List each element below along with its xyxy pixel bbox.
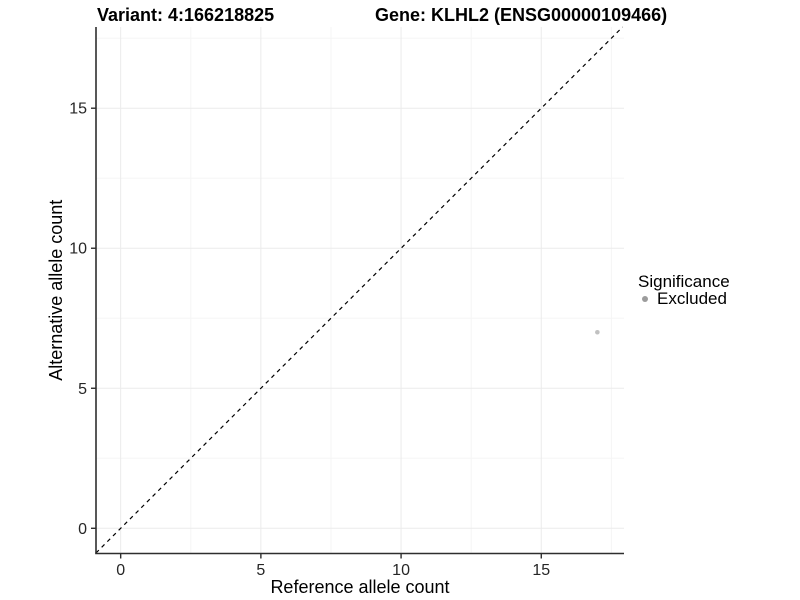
legend-title: Significance <box>638 272 730 291</box>
legend: Significance Excluded <box>638 272 730 308</box>
legend-item-label: Excluded <box>657 289 727 308</box>
legend-key <box>638 292 652 306</box>
plot-title-variant: Variant: 4:166218825 <box>97 5 275 25</box>
x-tick-label: 10 <box>392 562 410 579</box>
y-tick-label: 15 <box>69 101 87 118</box>
legend-item-excluded: Excluded <box>638 289 730 308</box>
point-icon <box>642 296 648 302</box>
data-point <box>595 329 600 335</box>
plot-title-gene: Gene: KLHL2 (ENSG00000109466) <box>375 5 668 25</box>
x-tick-label: 15 <box>532 562 550 579</box>
x-axis-title: Reference allele count <box>270 577 449 597</box>
y-tick-label: 5 <box>78 381 87 398</box>
x-tick-label: 5 <box>256 562 265 579</box>
identity-dashed-line <box>95 26 624 554</box>
y-axis-title: Alternative allele count <box>46 200 66 381</box>
y-tick-label: 10 <box>69 241 87 258</box>
y-tick-label: 0 <box>78 521 87 538</box>
x-tick-label: 0 <box>116 562 125 579</box>
